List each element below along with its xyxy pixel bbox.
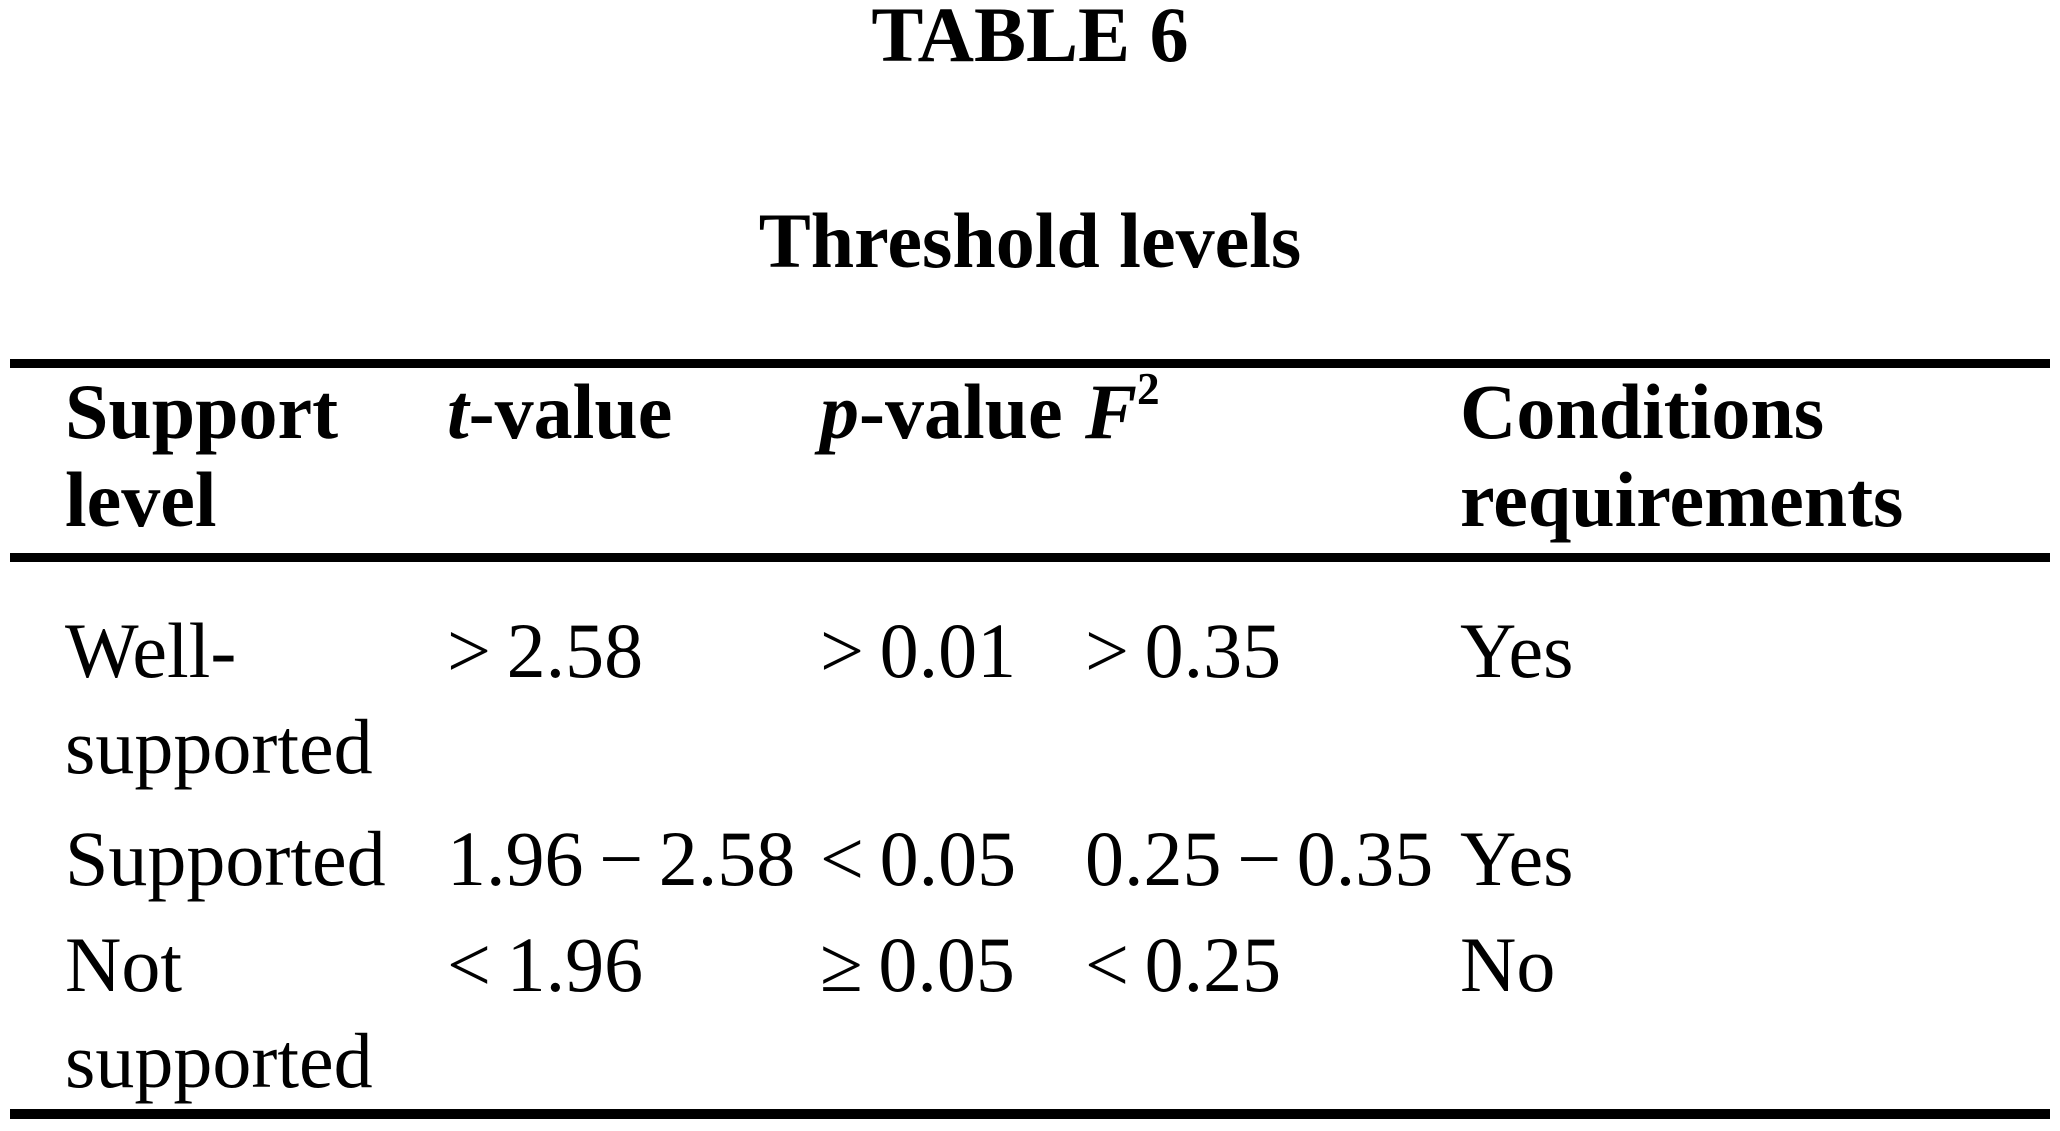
threshold-table: Support level t-value p-value F2 Conditi… [10, 359, 2050, 1119]
t-symbol: t [447, 368, 469, 455]
cell-f-squared: 0.25 − 0.35 [1085, 815, 1434, 902]
f-symbol: F [1085, 368, 1138, 455]
table-caption: Threshold levels [758, 197, 1302, 284]
cell-conditions: No [1460, 921, 1556, 1008]
cell-p-value: < 0.05 [820, 815, 1017, 902]
cell-support-level: Not supported [65, 917, 447, 1109]
f-superscript: 2 [1137, 364, 1160, 414]
header-line: Support [65, 368, 339, 455]
cell-line: Not [65, 921, 182, 1008]
cell-p-value: > 0.01 [820, 607, 1017, 694]
header-line: level [65, 456, 217, 543]
cell-p-value: ≥ 0.05 [820, 921, 1015, 1008]
cell-line: supported [65, 1017, 373, 1104]
cell-f-squared: > 0.35 [1085, 607, 1282, 694]
column-header-f-squared: F2 [1085, 366, 1460, 544]
cell-line: supported [65, 703, 373, 790]
table-row-well-supported: Well- supported > 2.58 > 0.01 > 0.35 Yes [10, 603, 2050, 795]
cell-f-squared: < 0.25 [1085, 921, 1282, 1008]
cell-t-value: > 2.58 [447, 607, 644, 694]
cell-conditions: Yes [1460, 607, 1574, 694]
p-symbol: p [820, 368, 859, 455]
cell-support-level: Well- supported [65, 603, 447, 795]
cell-t-value: < 1.96 [447, 921, 644, 1008]
cell-support-level: Supported [65, 811, 447, 907]
cell-conditions: Yes [1460, 815, 1574, 902]
table-header-row: Support level t-value p-value F2 Conditi… [10, 366, 2050, 562]
t-suffix: -value [468, 368, 673, 455]
column-header-t-value: t-value [447, 368, 820, 544]
p-suffix: -value [859, 368, 1063, 455]
table-row-supported: Supported 1.96 − 2.58 < 0.05 0.25 − 0.35… [10, 811, 2050, 907]
cell-t-value: 1.96 − 2.58 [447, 815, 796, 902]
table-label: TABLE 6 [871, 0, 1189, 78]
column-header-support-level: Support level [65, 368, 447, 544]
column-header-p-value: p-value [820, 368, 1085, 544]
column-header-conditions-requirements: Conditions requirements [1460, 368, 2050, 544]
cell-line: Well- [65, 607, 237, 694]
header-line: Conditions [1460, 368, 1825, 455]
header-line: requirements [1460, 456, 1904, 543]
table-row-not-supported: Not supported < 1.96 ≥ 0.05 < 0.25 No [10, 917, 2050, 1109]
cell-line: Supported [65, 815, 386, 902]
